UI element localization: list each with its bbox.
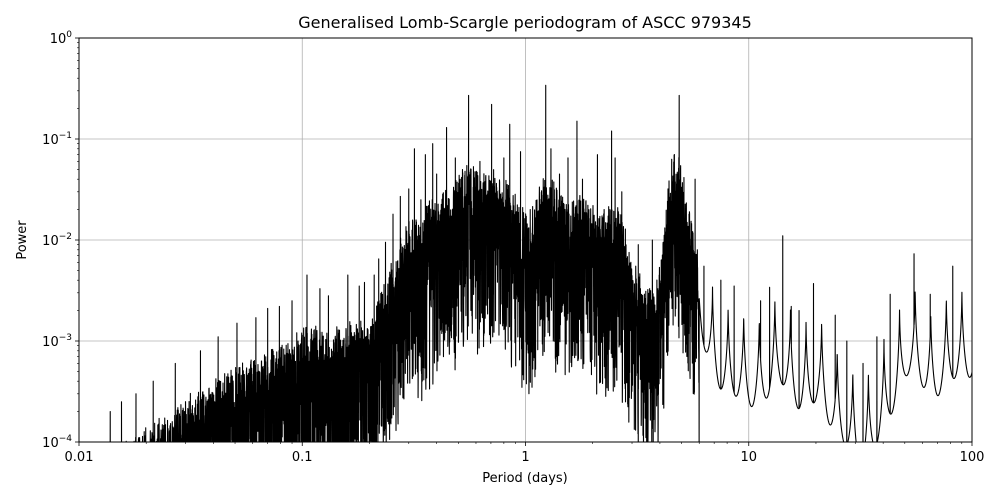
y-tick-label: 10−4: [42, 434, 72, 451]
x-axis-title: Period (days): [482, 471, 568, 486]
tick-layer: 0.01 0.1 1 10 100 10−4 10−3 10−2 10−1 100: [42, 30, 984, 465]
data-layer: [109, 84, 972, 442]
y-axis-title: Power: [15, 220, 30, 260]
x-tick-label: 0.01: [65, 450, 94, 465]
x-tick-label: 0.1: [292, 450, 313, 465]
x-tick-label: 10: [740, 450, 757, 465]
periodogram-line: [109, 84, 972, 442]
chart-title: Generalised Lomb-Scargle periodogram of …: [298, 13, 752, 32]
x-tick-label: 1: [521, 450, 529, 465]
x-tick-label: 100: [960, 450, 985, 465]
y-tick-label: 100: [50, 30, 73, 47]
y-tick-label: 10−3: [42, 333, 72, 350]
y-tick-label: 10−2: [42, 232, 72, 249]
y-tick-label: 10−1: [42, 131, 72, 148]
